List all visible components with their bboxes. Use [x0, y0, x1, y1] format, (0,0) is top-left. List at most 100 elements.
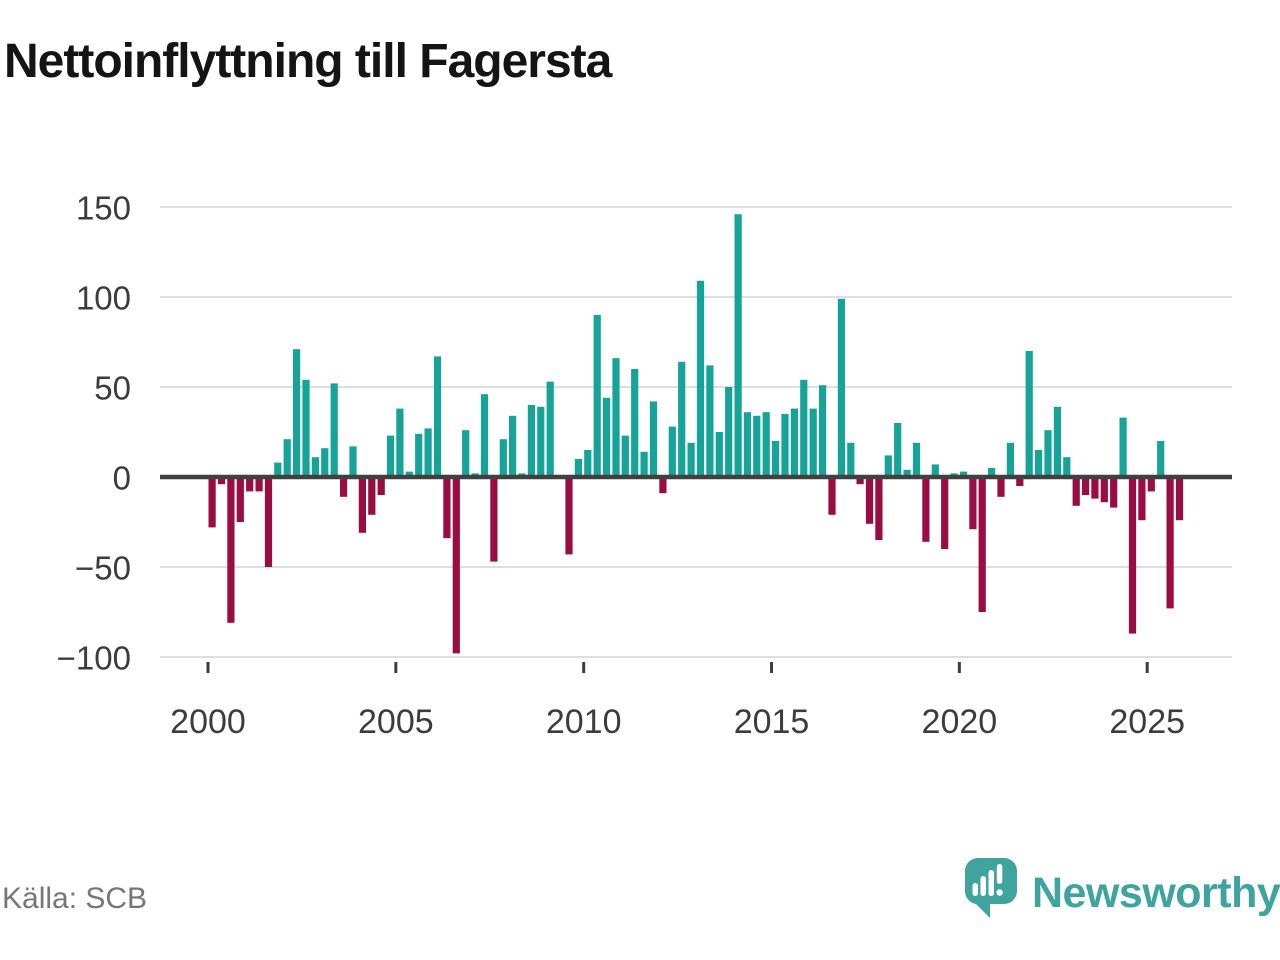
bar — [1035, 450, 1043, 477]
x-tick-label: 2010 — [546, 703, 622, 741]
bar — [246, 477, 254, 492]
logo-bar-3 — [988, 870, 994, 896]
y-tick-label: 150 — [76, 190, 131, 227]
y-axis-labels-group: 150 100 50 0 −50 −100 — [57, 190, 131, 677]
bar — [696, 280, 705, 477]
bar — [894, 423, 902, 477]
bar — [1091, 477, 1099, 499]
logo-bar-2 — [980, 876, 986, 896]
x-tick-label: 2005 — [358, 703, 434, 741]
bar — [537, 406, 545, 477]
bar — [1166, 477, 1174, 609]
bar — [649, 401, 658, 477]
bar — [819, 385, 827, 477]
y-tick-label: 100 — [76, 280, 131, 317]
bar — [236, 477, 244, 522]
source-label: Källa: SCB — [2, 882, 148, 915]
bar — [884, 455, 892, 477]
bar — [443, 477, 451, 539]
bars-group — [208, 214, 1184, 654]
y-tick-label: −50 — [75, 550, 131, 587]
bar — [621, 435, 629, 477]
bar — [687, 442, 695, 477]
bar — [527, 405, 535, 477]
bar — [922, 477, 930, 542]
x-tick-label: 2025 — [1109, 703, 1185, 741]
bar — [1082, 477, 1090, 495]
bar — [433, 356, 442, 477]
bar — [424, 428, 432, 477]
bar — [800, 379, 808, 477]
bar — [227, 477, 235, 623]
bar — [856, 477, 864, 485]
bar — [1063, 457, 1071, 477]
chart-title: Nettoinflyttning till Fagersta — [4, 35, 612, 88]
bar — [386, 435, 395, 477]
bar — [208, 477, 216, 528]
bar — [490, 477, 498, 562]
bar — [546, 381, 554, 477]
bar — [311, 457, 319, 477]
bar — [377, 477, 385, 495]
bar — [255, 477, 263, 492]
bar — [349, 446, 357, 477]
logo-exclamation-dot — [996, 889, 1003, 896]
bar — [1128, 477, 1137, 634]
bar — [584, 450, 592, 477]
bar — [462, 430, 470, 477]
bar — [978, 477, 986, 612]
bar — [1025, 351, 1033, 477]
bar — [809, 408, 817, 477]
newsworthy-logo: Newsworthy — [964, 858, 1280, 918]
y-tick-label: 50 — [94, 370, 131, 407]
bar — [1072, 477, 1080, 506]
bar — [1100, 477, 1108, 503]
bar — [659, 477, 667, 494]
bar — [959, 471, 968, 477]
bar — [772, 441, 780, 477]
newsworthy-logo-icon — [964, 858, 1017, 918]
gridlines-group — [160, 206, 1232, 658]
bar — [715, 432, 723, 477]
bar — [668, 426, 676, 477]
bar — [931, 464, 939, 477]
bar — [1175, 477, 1184, 521]
bar — [725, 387, 733, 477]
bar — [912, 442, 921, 477]
bar — [865, 477, 874, 524]
bar — [358, 477, 366, 533]
x-tick-label: 2000 — [170, 703, 246, 741]
bar — [264, 477, 273, 567]
bar — [1147, 477, 1155, 492]
bar — [1138, 477, 1146, 521]
bar — [405, 471, 413, 477]
bar — [1119, 417, 1127, 477]
bar — [1044, 430, 1052, 477]
bar — [574, 459, 582, 477]
bar — [603, 397, 611, 477]
bar — [217, 477, 226, 485]
bar — [988, 468, 996, 477]
bar — [706, 365, 714, 477]
bar — [330, 383, 338, 477]
bar — [340, 477, 348, 497]
bar — [274, 462, 282, 477]
bar — [293, 349, 301, 477]
bar — [368, 477, 376, 515]
bar — [781, 414, 789, 477]
bar — [743, 412, 751, 477]
bar — [509, 415, 517, 477]
bar — [283, 439, 291, 477]
bar — [1006, 442, 1014, 477]
bar — [452, 477, 460, 654]
bar — [1053, 406, 1061, 477]
bar — [969, 477, 977, 530]
bar — [480, 394, 489, 477]
bar — [631, 369, 639, 477]
bar — [837, 298, 845, 477]
bar — [640, 451, 648, 477]
logo-exclamation-bar — [996, 864, 1003, 884]
brand-wordmark: Newsworthy — [1032, 869, 1280, 917]
bar — [828, 477, 836, 515]
bar — [499, 439, 507, 477]
